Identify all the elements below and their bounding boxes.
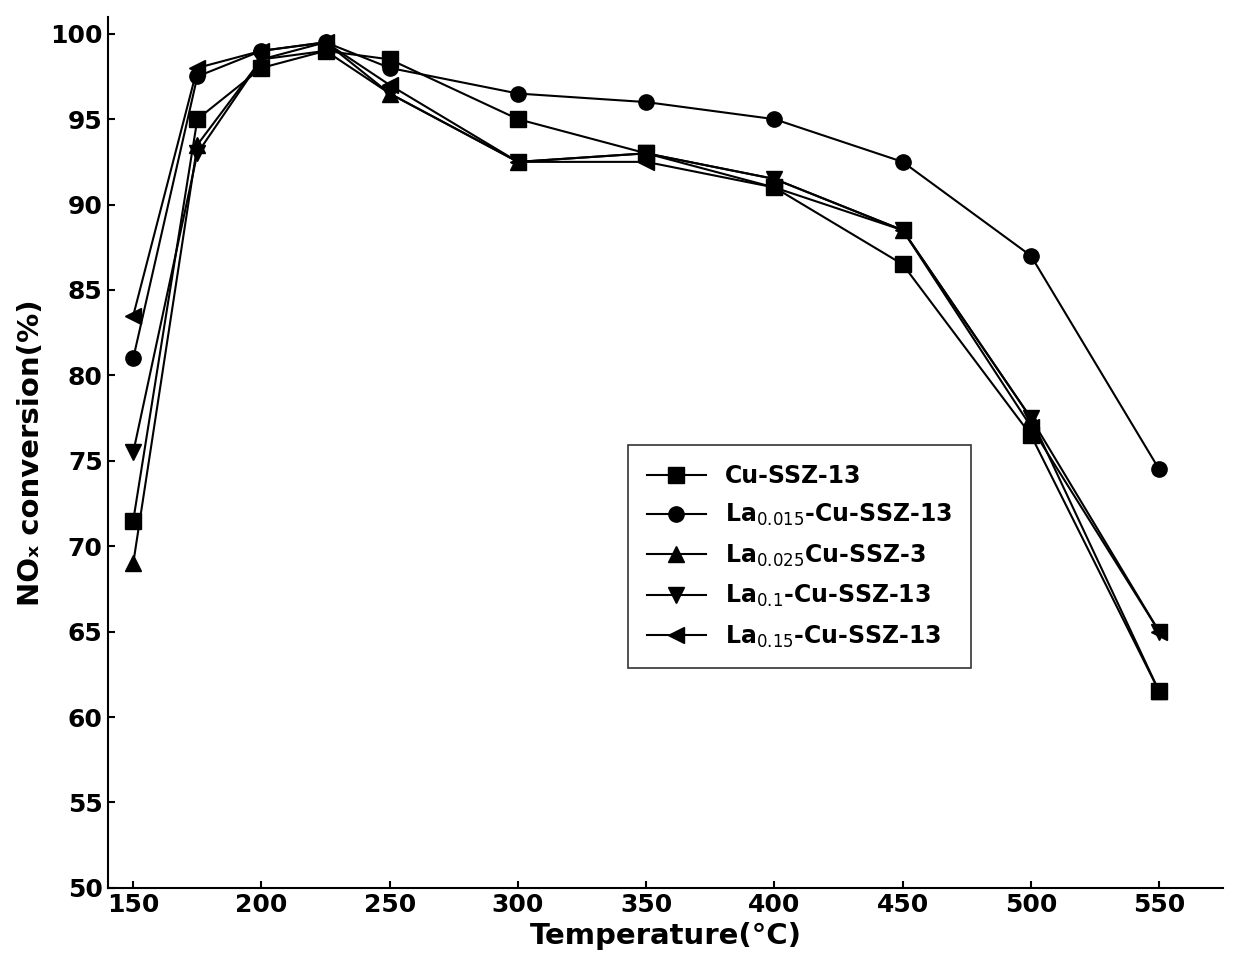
La$_{0.15}$-Cu-SSZ-13 [190,62,205,73]
La$_{0.15}$-Cu-SSZ-13 [639,156,653,167]
Cu-SSZ-13 [254,62,269,73]
La$_{0.025}$Cu-SSZ-3 [382,88,397,100]
La$_{0.025}$Cu-SSZ-3 [768,173,782,185]
Cu-SSZ-13 [382,53,397,65]
La$_{0.15}$-Cu-SSZ-13 [319,37,334,48]
La$_{0.15}$-Cu-SSZ-13 [125,309,140,321]
La$_{0.025}$Cu-SSZ-3 [639,148,653,160]
La$_{0.025}$Cu-SSZ-3 [511,156,526,167]
Legend: Cu-SSZ-13, La$_{0.015}$-Cu-SSZ-13, La$_{0.025}$Cu-SSZ-3, La$_{0.1}$-Cu-SSZ-13, L: Cu-SSZ-13, La$_{0.015}$-Cu-SSZ-13, La$_{… [627,445,971,668]
La$_{0.15}$-Cu-SSZ-13 [511,156,526,167]
La$_{0.015}$-Cu-SSZ-13 [639,97,653,108]
Cu-SSZ-13 [190,113,205,125]
Line: La$_{0.025}$Cu-SSZ-3: La$_{0.025}$Cu-SSZ-3 [125,35,1167,699]
La$_{0.15}$-Cu-SSZ-13 [1152,626,1167,637]
La$_{0.025}$Cu-SSZ-3 [319,37,334,48]
La$_{0.1}$-Cu-SSZ-13 [190,148,205,160]
Cu-SSZ-13 [319,45,334,57]
X-axis label: Temperature(°C): Temperature(°C) [529,923,801,951]
La$_{0.015}$-Cu-SSZ-13 [1023,250,1038,262]
La$_{0.15}$-Cu-SSZ-13 [768,182,782,193]
Line: La$_{0.015}$-Cu-SSZ-13: La$_{0.015}$-Cu-SSZ-13 [125,35,1167,477]
La$_{0.1}$-Cu-SSZ-13 [768,173,782,185]
La$_{0.015}$-Cu-SSZ-13 [511,88,526,100]
Cu-SSZ-13 [1152,686,1167,697]
Cu-SSZ-13 [895,258,910,270]
La$_{0.1}$-Cu-SSZ-13 [1023,412,1038,424]
La$_{0.15}$-Cu-SSZ-13 [895,224,910,236]
La$_{0.025}$Cu-SSZ-3 [1023,412,1038,424]
La$_{0.015}$-Cu-SSZ-13 [895,156,910,167]
Cu-SSZ-13 [1023,429,1038,441]
Y-axis label: NOₓ conversion(%): NOₓ conversion(%) [16,299,45,605]
La$_{0.15}$-Cu-SSZ-13 [1023,421,1038,432]
La$_{0.025}$Cu-SSZ-3 [254,53,269,65]
Cu-SSZ-13 [511,113,526,125]
La$_{0.1}$-Cu-SSZ-13 [125,447,140,458]
La$_{0.1}$-Cu-SSZ-13 [1152,626,1167,637]
La$_{0.015}$-Cu-SSZ-13 [382,62,397,73]
La$_{0.1}$-Cu-SSZ-13 [254,53,269,65]
La$_{0.025}$Cu-SSZ-3 [895,224,910,236]
La$_{0.015}$-Cu-SSZ-13 [319,37,334,48]
La$_{0.1}$-Cu-SSZ-13 [382,88,397,100]
Line: Cu-SSZ-13: Cu-SSZ-13 [125,44,1167,699]
La$_{0.015}$-Cu-SSZ-13 [190,71,205,82]
Line: La$_{0.15}$-Cu-SSZ-13: La$_{0.15}$-Cu-SSZ-13 [125,35,1167,639]
La$_{0.1}$-Cu-SSZ-13 [319,45,334,57]
La$_{0.025}$Cu-SSZ-3 [125,558,140,570]
La$_{0.15}$-Cu-SSZ-13 [382,79,397,91]
La$_{0.025}$Cu-SSZ-3 [190,139,205,151]
La$_{0.015}$-Cu-SSZ-13 [254,45,269,57]
La$_{0.1}$-Cu-SSZ-13 [639,148,653,160]
La$_{0.15}$-Cu-SSZ-13 [254,45,269,57]
Cu-SSZ-13 [639,148,653,160]
La$_{0.015}$-Cu-SSZ-13 [768,113,782,125]
La$_{0.025}$Cu-SSZ-3 [1152,686,1167,697]
Cu-SSZ-13 [125,514,140,526]
La$_{0.015}$-Cu-SSZ-13 [125,353,140,365]
Line: La$_{0.1}$-Cu-SSZ-13: La$_{0.1}$-Cu-SSZ-13 [125,44,1167,639]
Cu-SSZ-13 [768,182,782,193]
La$_{0.1}$-Cu-SSZ-13 [895,224,910,236]
La$_{0.015}$-Cu-SSZ-13 [1152,463,1167,475]
La$_{0.1}$-Cu-SSZ-13 [511,156,526,167]
